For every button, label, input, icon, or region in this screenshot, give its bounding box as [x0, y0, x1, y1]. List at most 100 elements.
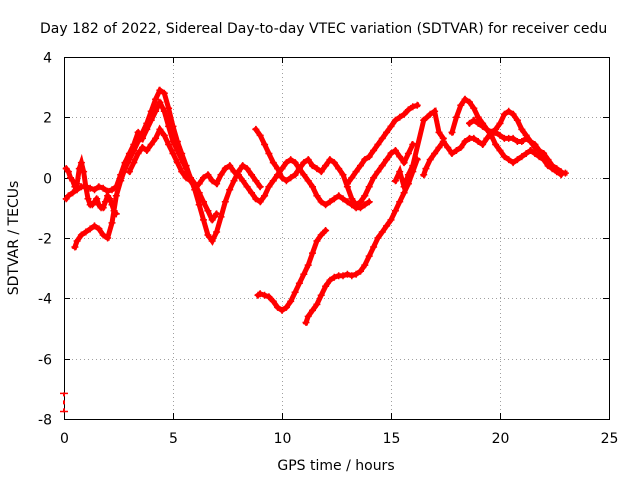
- data-point: [461, 95, 469, 103]
- data-point: [365, 183, 373, 191]
- data-point: [274, 303, 282, 311]
- data-point: [444, 144, 452, 151]
- data-point: [300, 159, 308, 167]
- data-point: [64, 192, 72, 200]
- data-point: [139, 144, 146, 151]
- data-point: [413, 101, 421, 109]
- data-point: [108, 201, 116, 209]
- data-point: [191, 183, 199, 191]
- data-point: [335, 165, 343, 173]
- data-point: [130, 147, 138, 154]
- data-point: [143, 147, 151, 154]
- data-point: [64, 168, 72, 176]
- data-point: [291, 288, 299, 296]
- data-point: [322, 162, 330, 170]
- data-point: [330, 273, 338, 281]
- data-point: [317, 231, 325, 239]
- data-point: [309, 249, 316, 257]
- data-point: [343, 180, 351, 188]
- data-point: [243, 165, 251, 173]
- data-point: [374, 234, 382, 242]
- series-s5: [252, 125, 417, 209]
- data-point: [505, 156, 513, 164]
- data-point: [322, 227, 330, 234]
- data-point: [513, 116, 521, 124]
- data-point: [213, 228, 221, 236]
- data-point: [121, 165, 129, 173]
- data-point: [357, 267, 364, 275]
- data-point: [313, 237, 321, 245]
- data-point: [234, 171, 242, 179]
- y-axis-label: SDTVAR / TECUs: [6, 181, 22, 296]
- data-point: [370, 147, 378, 154]
- data-point: [239, 177, 247, 185]
- data-point: [317, 168, 325, 176]
- data-point: [143, 119, 151, 127]
- series-s7: [302, 156, 421, 326]
- data-point: [435, 144, 443, 151]
- data-point: [383, 128, 391, 136]
- data-point: [422, 165, 430, 173]
- data-point: [387, 150, 395, 157]
- data-point: [431, 150, 439, 157]
- data-point: [500, 153, 508, 161]
- data-point: [396, 198, 404, 206]
- data-point: [226, 186, 234, 194]
- data-point: [461, 138, 469, 145]
- data-point: [160, 89, 168, 97]
- data-point: [265, 183, 273, 191]
- data-point: [287, 297, 295, 305]
- data-point: [309, 306, 316, 314]
- data-point: [82, 228, 90, 236]
- data-point: [156, 125, 164, 133]
- series-s4: [125, 124, 373, 212]
- data-point: [348, 195, 356, 203]
- y-tick-label: 2: [43, 111, 52, 127]
- data-point: [69, 177, 77, 185]
- series-s2: [71, 86, 264, 251]
- data-point: [300, 171, 308, 179]
- data-point: [134, 138, 142, 145]
- data-point: [483, 125, 491, 133]
- data-point: [282, 303, 290, 311]
- data-point: [339, 171, 347, 179]
- data-point: [300, 270, 308, 278]
- data-point: [365, 198, 373, 206]
- data-point: [322, 282, 330, 290]
- data-point: [230, 177, 238, 185]
- data-point: [420, 116, 428, 124]
- data-point: [348, 174, 356, 182]
- x-tick-label: 20: [492, 431, 510, 447]
- data-point: [466, 119, 473, 127]
- data-point: [374, 141, 382, 148]
- data-point: [71, 243, 79, 251]
- data-point: [474, 138, 482, 145]
- data-point: [265, 293, 273, 301]
- data-point: [86, 225, 94, 233]
- data-point: [217, 213, 225, 221]
- grid: [64, 57, 609, 419]
- data-point: [527, 138, 534, 145]
- data-point: [239, 162, 247, 170]
- y-tick-label: -4: [38, 292, 52, 308]
- x-tick-label: 0: [60, 431, 69, 447]
- data-point: [370, 243, 378, 251]
- data-point: [348, 272, 356, 280]
- data-point: [391, 116, 399, 124]
- data-point: [291, 171, 299, 179]
- data-point: [134, 150, 142, 157]
- data-point: [513, 156, 521, 164]
- data-point: [396, 113, 404, 121]
- data-point: [339, 272, 347, 280]
- data-point: [404, 171, 412, 179]
- data-point: [313, 192, 321, 200]
- data-point: [400, 159, 408, 167]
- data-point: [535, 147, 543, 154]
- data-point: [252, 195, 260, 203]
- data-point: [73, 180, 81, 188]
- data-point: [378, 134, 386, 142]
- data-point: [200, 216, 207, 224]
- data-point: [313, 165, 321, 173]
- data-point: [531, 150, 539, 157]
- data-point: [309, 183, 316, 191]
